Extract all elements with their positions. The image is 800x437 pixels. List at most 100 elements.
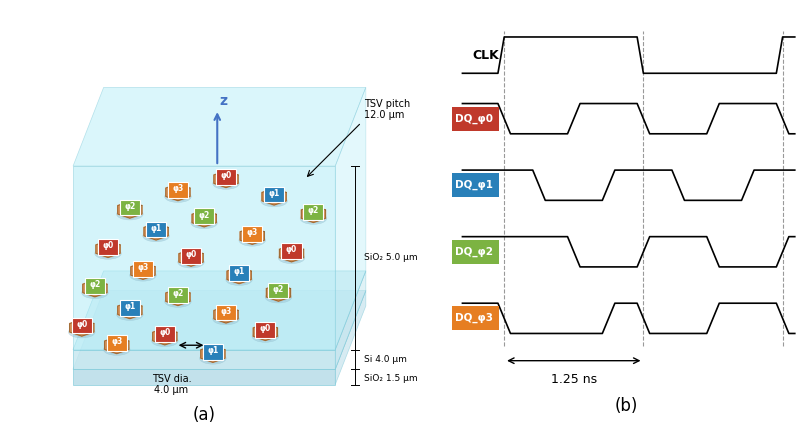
FancyBboxPatch shape [168,287,188,303]
Ellipse shape [123,312,136,317]
Polygon shape [73,369,335,385]
Ellipse shape [203,354,222,363]
Text: φ3: φ3 [111,337,122,346]
Ellipse shape [98,249,118,258]
Ellipse shape [75,329,88,335]
Ellipse shape [137,273,150,278]
Ellipse shape [272,295,285,300]
Ellipse shape [213,313,239,325]
Ellipse shape [150,233,162,239]
FancyBboxPatch shape [120,300,140,316]
FancyBboxPatch shape [98,239,118,255]
Ellipse shape [246,238,258,243]
Ellipse shape [230,275,249,284]
Text: 1.25 ns: 1.25 ns [550,373,597,386]
FancyBboxPatch shape [194,208,214,224]
Polygon shape [118,201,142,218]
FancyBboxPatch shape [449,306,498,330]
Polygon shape [144,223,168,240]
Ellipse shape [182,258,201,267]
Ellipse shape [278,252,305,264]
Polygon shape [105,337,129,354]
Polygon shape [335,271,366,369]
Polygon shape [335,87,366,350]
Ellipse shape [165,296,191,307]
Polygon shape [118,302,142,319]
Ellipse shape [194,218,214,227]
Ellipse shape [130,270,156,281]
Ellipse shape [165,191,191,202]
Text: SiO₂ 1.5 μm: SiO₂ 1.5 μm [364,374,418,382]
Text: (b): (b) [614,397,638,415]
Text: TSV pitch
12.0 μm: TSV pitch 12.0 μm [364,99,410,120]
Text: φ2: φ2 [172,289,183,298]
Polygon shape [302,206,326,222]
Text: φ0: φ0 [102,241,114,250]
Text: φ3: φ3 [172,184,183,193]
Text: DQ_φ1: DQ_φ1 [454,180,493,191]
Ellipse shape [216,315,236,323]
Ellipse shape [226,274,252,285]
Polygon shape [166,289,190,305]
Text: φ3: φ3 [246,228,258,237]
Text: TSV dia.
4.0 μm: TSV dia. 4.0 μm [151,374,191,395]
Polygon shape [214,171,238,187]
Polygon shape [96,241,120,257]
Ellipse shape [220,181,232,186]
Ellipse shape [107,345,126,354]
FancyBboxPatch shape [264,187,284,202]
Ellipse shape [89,290,101,295]
Ellipse shape [158,338,171,343]
FancyBboxPatch shape [303,204,323,220]
Ellipse shape [259,334,272,339]
Polygon shape [266,284,290,301]
Ellipse shape [168,192,188,201]
FancyBboxPatch shape [216,305,236,320]
FancyBboxPatch shape [449,173,498,198]
Ellipse shape [304,214,323,223]
Ellipse shape [269,293,288,302]
Ellipse shape [300,213,326,224]
FancyBboxPatch shape [255,322,275,338]
Text: DQ_φ3: DQ_φ3 [454,313,493,323]
Ellipse shape [264,197,284,205]
Text: φ1: φ1 [150,224,162,232]
Ellipse shape [200,353,226,364]
Text: φ0: φ0 [159,329,170,337]
Ellipse shape [69,326,95,338]
Text: φ3: φ3 [138,263,149,272]
Ellipse shape [117,309,143,320]
Polygon shape [262,188,286,205]
Text: Si 4.0 μm: Si 4.0 μm [364,355,406,364]
Polygon shape [73,166,335,350]
Ellipse shape [151,335,178,347]
Ellipse shape [252,331,278,342]
Ellipse shape [286,255,298,260]
FancyBboxPatch shape [133,261,153,277]
Ellipse shape [268,198,280,204]
Text: φ0: φ0 [286,246,297,254]
Ellipse shape [120,310,140,319]
Ellipse shape [102,251,114,256]
Ellipse shape [242,236,262,245]
Ellipse shape [206,356,219,361]
Text: φ1: φ1 [207,346,218,355]
Ellipse shape [82,287,108,298]
Polygon shape [70,319,94,336]
FancyBboxPatch shape [85,278,105,294]
FancyBboxPatch shape [120,200,140,215]
Polygon shape [82,280,107,297]
FancyBboxPatch shape [282,243,302,259]
Ellipse shape [261,195,287,207]
Ellipse shape [146,232,166,240]
FancyBboxPatch shape [146,222,166,237]
Text: φ2: φ2 [124,202,135,211]
Text: φ2: φ2 [198,211,210,219]
Ellipse shape [133,271,153,280]
Polygon shape [166,184,190,201]
Text: SiO₂ 5.0 μm: SiO₂ 5.0 μm [364,253,418,262]
Polygon shape [73,291,366,369]
Ellipse shape [282,253,302,262]
FancyBboxPatch shape [242,226,262,242]
Ellipse shape [213,178,239,189]
